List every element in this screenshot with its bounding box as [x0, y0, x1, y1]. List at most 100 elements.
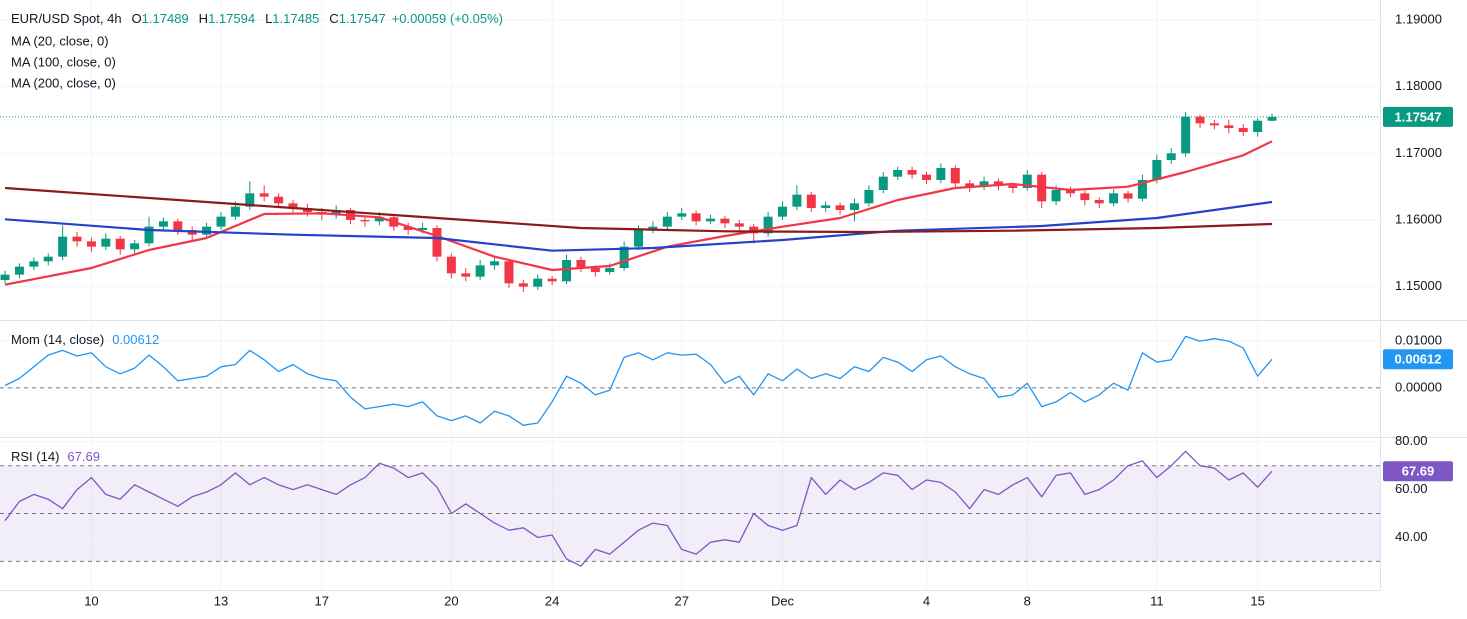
indicator-name: RSI (14)	[11, 449, 59, 464]
candle-body	[245, 193, 255, 207]
candle-body	[720, 218, 730, 224]
x-tick-label: 17	[315, 593, 329, 608]
x-tick-label: Dec	[771, 593, 795, 608]
candle-body	[1080, 193, 1090, 200]
x-tick-label: 24	[545, 593, 559, 608]
y-tick-label: 40.00	[1395, 529, 1428, 544]
x-tick-label: 10	[84, 593, 98, 608]
candle-body	[936, 168, 946, 180]
candle-body	[691, 213, 701, 222]
candle-body	[58, 236, 68, 257]
candle-body	[907, 170, 917, 175]
moving-average-line	[4, 186, 1273, 234]
y-tick-label: 1.16000	[1395, 211, 1442, 226]
candle-body	[734, 223, 744, 227]
candle-body	[274, 196, 284, 204]
candle-body	[1109, 193, 1119, 204]
candle-body	[533, 278, 543, 287]
candle-body	[590, 268, 600, 272]
candle-body	[216, 216, 226, 227]
candle-body	[1008, 185, 1018, 188]
candle-body	[1267, 116, 1277, 121]
candle-body	[1065, 190, 1075, 194]
candle-body	[821, 205, 831, 208]
candle-body	[1166, 153, 1176, 160]
y-tick-label: 1.17000	[1395, 145, 1442, 160]
legend-entry: MA (100, close, 0)	[11, 54, 116, 69]
candle-body	[418, 228, 428, 230]
candle-body	[446, 256, 456, 274]
y-tick-label: 1.19000	[1395, 11, 1442, 26]
symbol-title: EUR/USD Spot, 4h	[11, 11, 122, 26]
indicator-line	[4, 450, 1273, 567]
candle-body	[921, 174, 931, 180]
candle-body	[173, 221, 183, 230]
legend-entry: MA (20, close, 0)	[11, 33, 109, 48]
candle-body	[432, 228, 442, 257]
candle-body	[259, 193, 269, 197]
candle-body	[101, 238, 111, 247]
candle-body	[14, 266, 24, 275]
x-tick-label: 13	[214, 593, 228, 608]
candle-body	[1137, 180, 1147, 199]
candle-body	[0, 274, 10, 280]
value-box-label: 1.17547	[1395, 109, 1442, 124]
candle-body	[1123, 193, 1133, 199]
candle-body	[605, 268, 615, 272]
value-box	[1383, 106, 1453, 127]
candle-body	[490, 261, 500, 266]
candle-body	[475, 265, 485, 277]
candle-body	[950, 168, 960, 184]
y-tick-label: 80.00	[1395, 433, 1428, 448]
candle-body	[86, 241, 96, 247]
candle-body	[144, 226, 154, 244]
candle-body	[1051, 190, 1061, 202]
candle-body	[979, 181, 989, 187]
candle-body	[202, 226, 212, 235]
legend-entry: MA (200, close, 0)	[11, 75, 116, 90]
candle-body	[806, 194, 816, 208]
y-tick-label: 1.15000	[1395, 278, 1442, 293]
candle-body	[1253, 120, 1263, 132]
candle-body	[778, 206, 788, 217]
candle-body	[864, 190, 874, 204]
candle-body	[993, 181, 1003, 186]
candle-body	[648, 226, 658, 230]
candle-body	[1094, 200, 1104, 204]
ohlc-value: 1.17485	[272, 11, 319, 26]
candle-body	[893, 170, 903, 177]
candle-body	[331, 210, 341, 215]
candle-body	[1152, 160, 1162, 180]
x-tick-label: 11	[1150, 593, 1164, 608]
candle-body	[504, 261, 514, 284]
candle-body	[72, 236, 82, 242]
candle-body	[288, 203, 298, 208]
y-tick-label: 60.00	[1395, 481, 1428, 496]
candle-body	[849, 203, 859, 210]
indicator-title: RSI (14) 67.69	[11, 449, 100, 464]
candle-body	[662, 216, 672, 227]
candle-body	[1238, 128, 1248, 132]
candle-body	[1195, 116, 1205, 124]
value-box-label: 0.00612	[1395, 352, 1442, 367]
candle-body	[576, 260, 586, 268]
ohlc-label: H	[199, 11, 208, 26]
x-tick-label: 20	[444, 593, 458, 608]
candle-body	[763, 216, 773, 234]
candle-body	[634, 230, 644, 247]
candle-body	[677, 213, 687, 217]
candle-body	[619, 246, 629, 268]
candle-body	[360, 220, 370, 222]
value-box	[1383, 461, 1453, 482]
candle-body	[547, 278, 557, 282]
indicator-name: Mom (14, close)	[11, 332, 104, 347]
candle-body	[965, 183, 975, 187]
value-box-label: 67.69	[1402, 464, 1435, 479]
x-tick-label: 15	[1250, 593, 1264, 608]
candle-body	[130, 243, 140, 250]
candle-body	[29, 261, 39, 267]
candle-body	[230, 206, 240, 217]
ohlc-value: 1.17489	[142, 11, 189, 26]
